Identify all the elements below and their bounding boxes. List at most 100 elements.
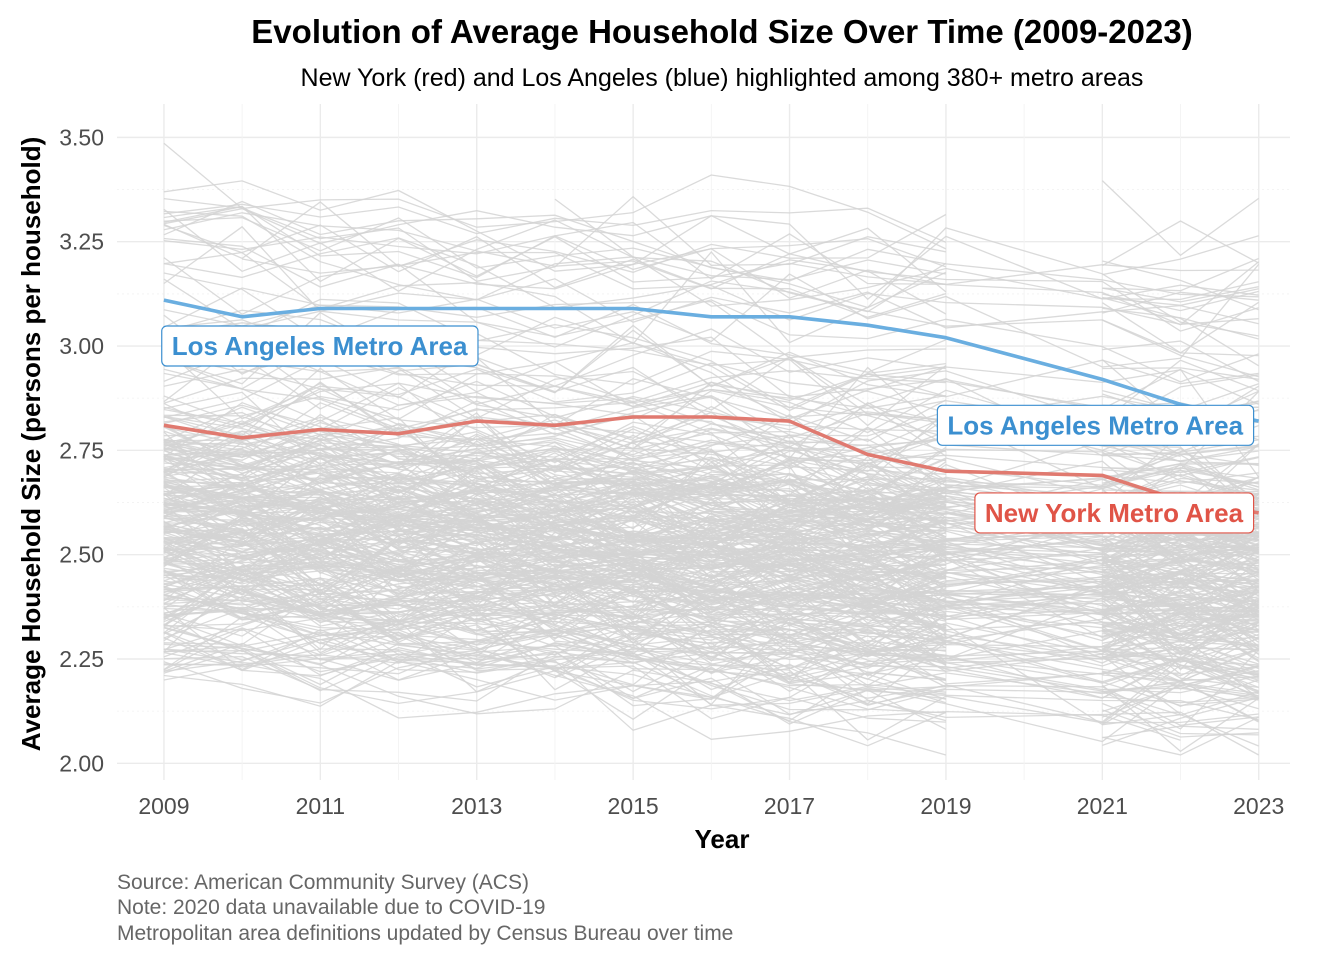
x-tick-label: 2015 — [608, 793, 659, 819]
new-york-metro-area-line — [163, 415, 1259, 515]
metro-line — [163, 550, 947, 618]
metro-line — [163, 419, 1259, 540]
metro-line — [163, 570, 1259, 675]
metro-line — [163, 639, 947, 722]
x-tick-label: 2011 — [296, 793, 345, 819]
metro-line — [1102, 445, 1259, 462]
metro-line — [163, 441, 947, 525]
metro-line — [163, 426, 946, 530]
metro-line — [1102, 630, 1259, 680]
metro-line — [163, 595, 1259, 675]
metro-line — [163, 538, 1259, 640]
metro-line — [163, 402, 1181, 489]
metro-line — [163, 543, 947, 623]
metro-line — [163, 609, 946, 714]
x-axis-ticks: 2009 2011 2013 2015 2017 2019 2021 2023 — [138, 793, 1284, 819]
x-tick-label: 2019 — [920, 793, 971, 819]
metro-line — [163, 557, 1259, 632]
metro-line — [163, 235, 947, 271]
highlighted-series — [163, 298, 1260, 515]
metro-line — [163, 651, 1181, 741]
metro-line — [163, 571, 1181, 688]
metro-line — [1102, 716, 1259, 756]
metro-line — [163, 272, 947, 373]
metro-line — [1101, 180, 1260, 257]
metro-line — [163, 422, 947, 519]
background-metro-lines — [163, 142, 1260, 756]
metro-line — [163, 540, 947, 666]
y-tick-label: 2.25 — [59, 646, 104, 672]
x-tick-label: 2013 — [451, 793, 502, 819]
metro-line — [163, 529, 946, 629]
annotation-label-0: Los Angeles Metro Area — [161, 325, 479, 367]
metro-line — [163, 382, 947, 465]
metro-line — [163, 537, 1259, 609]
metro-line — [1102, 288, 1259, 306]
metro-line — [554, 626, 947, 678]
metro-line — [320, 664, 947, 756]
metro-line — [163, 650, 947, 747]
los-angeles-metro-area-line — [163, 298, 1260, 423]
metro-line — [1102, 649, 1260, 730]
metro-line — [163, 309, 946, 378]
metro-line — [1102, 610, 1259, 627]
annotation-box — [936, 404, 1255, 446]
metro-line — [320, 641, 1259, 716]
annotation-label-1: Los Angeles Metro Area — [936, 404, 1255, 446]
metro-line — [163, 200, 1259, 298]
metro-line — [163, 237, 1260, 326]
metro-line — [1102, 447, 1260, 502]
metro-line — [163, 470, 1259, 594]
metro-line — [710, 436, 947, 504]
metro-line — [1102, 696, 1259, 747]
metro-line — [1102, 628, 1259, 651]
metro-line — [1102, 235, 1259, 276]
y-tick-label: 2.00 — [59, 750, 104, 776]
series-annotations: Los Angeles Metro Area Los Angeles Metro … — [161, 325, 1255, 534]
metro-line — [163, 637, 1259, 723]
metro-line — [1102, 603, 1259, 644]
metro-line — [163, 632, 1259, 692]
y-tick-label: 3.00 — [59, 333, 104, 359]
metro-line — [163, 438, 946, 487]
metro-line — [1102, 671, 1259, 707]
metro-line — [1102, 290, 1259, 312]
metro-line — [163, 475, 947, 547]
annotation-box — [974, 492, 1255, 534]
metro-line — [163, 208, 947, 293]
metro-line — [163, 533, 1259, 611]
x-tick-label: 2021 — [1077, 793, 1128, 819]
metro-line — [1102, 367, 1259, 380]
metro-line — [163, 631, 1259, 711]
annotation-text: New York Metro Area — [985, 498, 1244, 528]
metro-line — [1102, 696, 1259, 704]
metro-line — [1102, 725, 1259, 739]
metro-line — [1102, 536, 1259, 601]
x-axis-title: Year — [695, 824, 750, 854]
metro-line — [163, 663, 947, 730]
metro-line — [163, 451, 1259, 535]
metro-line — [163, 652, 946, 707]
y-axis-title: Average Household Size (persons per hous… — [16, 137, 46, 751]
y-tick-label: 3.25 — [59, 229, 104, 255]
metro-line — [163, 455, 1259, 565]
metro-line — [163, 224, 947, 318]
metro-line — [163, 435, 947, 533]
metro-line — [163, 539, 946, 628]
y-axis-ticks: 2.00 2.25 2.50 2.75 3.00 3.25 3.50 — [59, 124, 104, 776]
metro-line — [632, 399, 947, 482]
metro-line — [163, 600, 1259, 664]
y-tick-label: 2.75 — [59, 437, 104, 463]
metro-line — [1102, 702, 1259, 736]
metro-line — [163, 208, 947, 313]
metro-line — [1101, 220, 1260, 267]
metro-line — [163, 205, 946, 285]
metro-line — [163, 502, 946, 567]
y-tick-label: 2.50 — [59, 542, 104, 568]
y-tick-label: 3.50 — [59, 124, 104, 150]
metro-line — [163, 494, 947, 561]
metro-line — [1102, 634, 1260, 700]
metro-line — [163, 468, 1259, 563]
metro-line — [1102, 319, 1259, 378]
